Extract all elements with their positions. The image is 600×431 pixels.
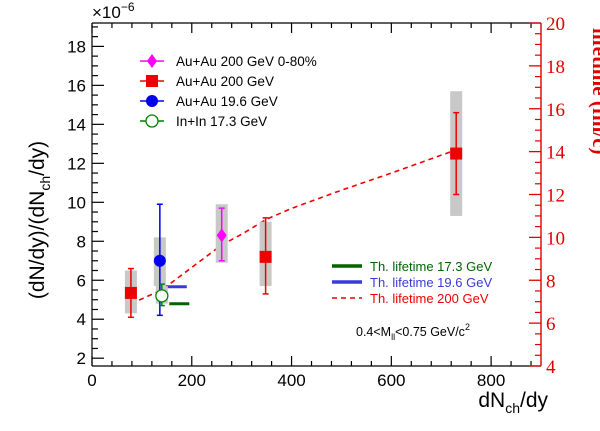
y-right-tick-label: 14: [546, 143, 566, 164]
legend-marker: [145, 114, 159, 128]
data-point: [153, 254, 166, 267]
y-tick-label: 8: [77, 232, 86, 251]
legend-label: Th. lifetime 19.6 GeV: [370, 275, 492, 290]
data-point: [155, 289, 169, 303]
y-axis-title: (dN/dy)/(dNch/dy): [26, 141, 53, 299]
legend-marker: [147, 54, 157, 68]
legend-marker: [146, 95, 158, 107]
data-point: [124, 286, 137, 299]
data-point: [216, 228, 227, 243]
y-right-tick-label: 6: [546, 314, 556, 335]
legend-label: Au+Au 200 GeV 0-80%: [176, 54, 317, 69]
data-points: [124, 111, 463, 319]
y-axis-right: 4 6 8 10 12 14 16 18 20: [529, 14, 566, 378]
y-right-tick-label: 4: [546, 357, 556, 378]
exponent-label: ×10−6: [92, 0, 135, 22]
y-tick-label: 18: [67, 37, 86, 56]
y-right-tick-label: 12: [546, 186, 565, 207]
legend-label: Th. lifetime 17.3 GeV: [370, 259, 492, 274]
y-right-tick-label: 8: [546, 271, 556, 292]
y-right-tick-label: 10: [546, 228, 565, 249]
legend-label: In+In 17.3 GeV: [176, 114, 267, 129]
y-right-tick-label: 18: [546, 57, 565, 78]
legend-label: Au+Au 19.6 GeV: [176, 94, 278, 109]
y-tick-label: 6: [77, 271, 86, 290]
x-tick-label: 200: [178, 371, 206, 390]
theory-line: [130, 150, 452, 305]
y-tick-label: 4: [77, 310, 86, 329]
legend-marker: [146, 75, 158, 87]
theory-lines: [130, 150, 452, 306]
y-tick-label: 10: [67, 193, 86, 212]
data-point: [450, 147, 463, 160]
legend-label: Th. lifetime 200 GeV: [370, 291, 489, 306]
x-tick-label: 600: [377, 371, 405, 390]
x-axis: 0 200 400 600 800: [87, 23, 532, 390]
plot-frame: [91, 22, 542, 367]
y-right-tick-label: 16: [546, 100, 565, 121]
data-point: [259, 250, 272, 263]
y-tick-label: 2: [77, 349, 86, 368]
x-axis-title: dNch/dy: [478, 389, 548, 416]
x-tick-label: 800: [477, 371, 505, 390]
legend-label: Au+Au 200 GeV: [176, 74, 274, 89]
legends: Au+Au 200 GeV 0-80% Au+Au 200 GeV Au+Au 19…: [140, 54, 492, 306]
x-tick-label: 400: [277, 371, 305, 390]
y-tick-label: 14: [67, 115, 86, 134]
y-axis-left: 2 4 6 8 10 12 14 16 18: [67, 26, 104, 368]
y-right-tick-label: 20: [546, 14, 565, 35]
x-tick-label: 0: [87, 371, 96, 390]
y-tick-label: 16: [67, 76, 86, 95]
annotation-mass-range: 0.4<Mll<0.75 GeV/c2: [356, 322, 470, 342]
y-tick-label: 12: [67, 154, 86, 173]
y-axis-right-title: lifetime (fm/c): [588, 28, 600, 155]
